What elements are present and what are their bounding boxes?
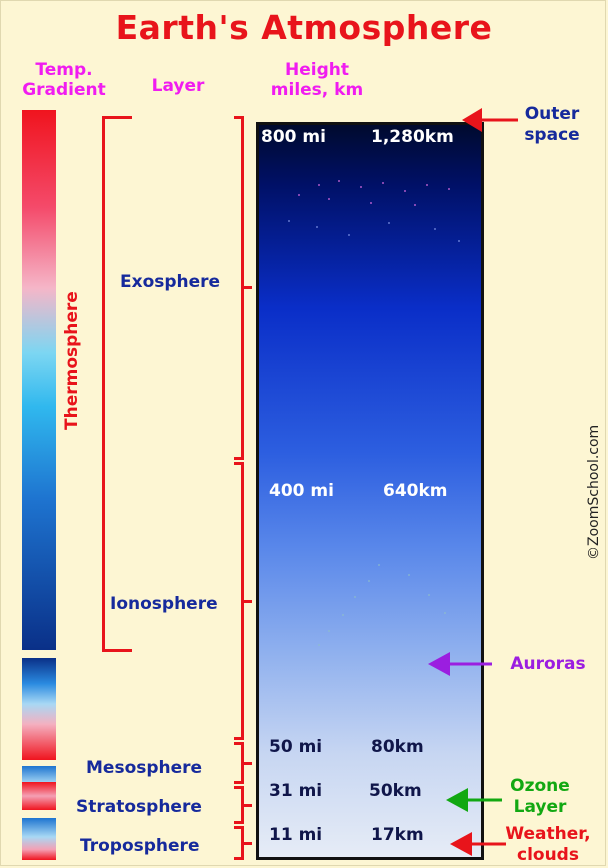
weather-line1: Weather,: [505, 824, 591, 844]
credit-text: ©ZoomSchool.com: [586, 424, 602, 560]
height-1280-km: 1,280km: [371, 127, 454, 147]
height-50-km: 50km: [369, 781, 422, 801]
outer-space-line1: Outer: [524, 104, 580, 124]
weather-line2: clouds: [517, 845, 579, 865]
thermosphere-label: Thermosphere: [62, 291, 82, 430]
header-height-line1: Height: [285, 60, 349, 80]
weather-clouds-label: Weather, clouds: [498, 824, 598, 866]
weather-arrow: [450, 832, 506, 856]
troposphere-bracket-tick: [244, 842, 252, 845]
troposphere-label: Troposphere: [80, 836, 200, 856]
mesosphere-bracket-tick: [244, 762, 252, 765]
mesosphere-label: Mesosphere: [86, 758, 203, 778]
height-11-mi: 11 mi: [269, 825, 323, 845]
header-layer: Layer: [151, 76, 205, 96]
outer-space-label: Outer space: [512, 104, 592, 146]
height-400-mi: 400 mi: [269, 481, 334, 501]
exosphere-height-bracket: [234, 116, 244, 460]
temp-gradient-stratosphere: [22, 782, 56, 810]
height-640-km: 640km: [383, 481, 448, 501]
outer-space-arrow: [462, 108, 518, 132]
header-height-line2: miles, km: [270, 80, 364, 100]
ionosphere-height-bracket: [234, 462, 244, 740]
diagram-title: Earth's Atmosphere: [115, 8, 493, 47]
header-temp-line1: Temp.: [35, 60, 93, 80]
height-800-mi: 800 mi: [261, 127, 326, 147]
auroras-label: Auroras: [510, 654, 586, 674]
stratosphere-label: Stratosphere: [76, 797, 202, 817]
height-80-km: 80km: [371, 737, 424, 757]
stratosphere-bracket-tick: [244, 804, 252, 807]
thermosphere-bracket: [102, 116, 132, 652]
auroras-arrow: [428, 652, 492, 676]
header-temp-gradient: Temp. Gradient: [14, 60, 114, 100]
ozone-line2: Layer: [513, 797, 567, 817]
temp-gradient-thermosphere: [22, 110, 56, 650]
header-height: Height miles, km: [262, 60, 372, 100]
outer-space-line2: space: [524, 125, 580, 145]
atmosphere-sparkles: [288, 180, 460, 646]
stratosphere-height-bracket: [234, 786, 244, 824]
ozone-layer-label: Ozone Layer: [500, 776, 580, 818]
height-31-mi: 31 mi: [269, 781, 323, 801]
temp-gradient-troposphere: [22, 818, 56, 860]
exosphere-bracket-tick: [244, 286, 252, 289]
ionosphere-bracket-tick: [244, 600, 252, 603]
atmosphere-column: 800 mi 1,280km 400 mi 640km 50 mi 80km 3…: [256, 122, 484, 860]
exosphere-label: Exosphere: [120, 272, 221, 292]
header-temp-line2: Gradient: [22, 80, 106, 100]
height-50-mi: 50 mi: [269, 737, 323, 757]
ionosphere-label: Ionosphere: [110, 594, 218, 614]
troposphere-height-bracket: [234, 826, 244, 860]
ozone-arrow: [446, 788, 502, 812]
temp-gradient-mesosphere: [22, 658, 56, 760]
mesosphere-height-bracket: [234, 742, 244, 784]
ozone-line1: Ozone: [510, 776, 570, 796]
height-17-km: 17km: [371, 825, 424, 845]
